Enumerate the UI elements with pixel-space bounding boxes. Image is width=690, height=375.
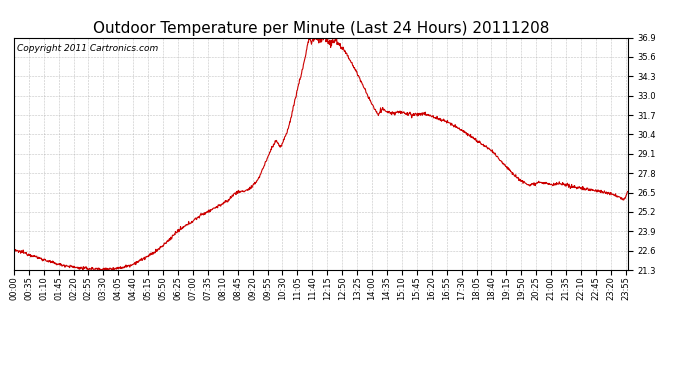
Title: Outdoor Temperature per Minute (Last 24 Hours) 20111208: Outdoor Temperature per Minute (Last 24 … — [92, 21, 549, 36]
Text: Copyright 2011 Cartronics.com: Copyright 2011 Cartronics.com — [17, 45, 158, 54]
